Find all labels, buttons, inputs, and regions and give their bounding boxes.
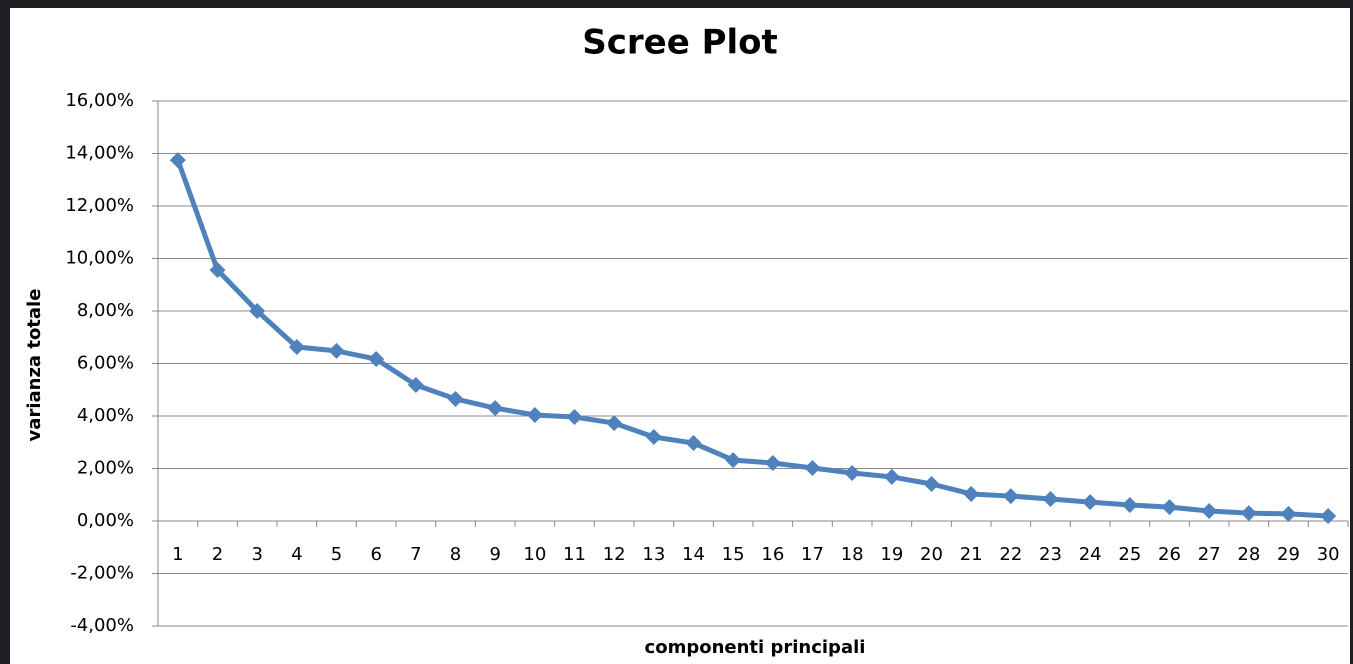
x-tick-label: 25 bbox=[1118, 544, 1141, 565]
data-point bbox=[1082, 494, 1099, 511]
y-tick-label: 6,00% bbox=[77, 353, 134, 374]
data-point bbox=[1320, 508, 1337, 525]
data-point bbox=[764, 454, 781, 471]
x-tick-label: 7 bbox=[410, 544, 421, 565]
data-point bbox=[923, 475, 940, 492]
data-point bbox=[288, 338, 305, 355]
y-tick-label: 10,00% bbox=[65, 248, 134, 269]
data-point bbox=[169, 152, 186, 169]
y-tick-label: 12,00% bbox=[65, 195, 134, 216]
x-axis-label: componenti principali bbox=[645, 637, 866, 658]
x-tick-label: 2 bbox=[212, 544, 223, 565]
x-tick-label: 1 bbox=[172, 544, 183, 565]
x-tick-label: 26 bbox=[1158, 544, 1181, 565]
x-tick-label: 28 bbox=[1237, 544, 1260, 565]
data-point bbox=[804, 459, 821, 476]
x-tick-label: 30 bbox=[1317, 544, 1340, 565]
data-point bbox=[883, 468, 900, 485]
data-point bbox=[368, 351, 385, 368]
data-point bbox=[606, 415, 623, 432]
x-tick-label: 22 bbox=[999, 544, 1022, 565]
x-tick-label: 8 bbox=[450, 544, 461, 565]
data-point bbox=[1240, 505, 1257, 522]
data-point bbox=[844, 464, 861, 481]
data-point bbox=[1042, 490, 1059, 507]
data-point bbox=[447, 390, 464, 407]
data-point bbox=[209, 262, 226, 279]
x-tick-label: 18 bbox=[841, 544, 864, 565]
x-tick-label: 4 bbox=[291, 544, 302, 565]
data-point bbox=[1201, 503, 1218, 520]
data-point bbox=[1161, 499, 1178, 516]
x-tick-label: 11 bbox=[563, 544, 586, 565]
data-point bbox=[328, 342, 345, 359]
chart-title: Scree Plot bbox=[582, 23, 778, 63]
data-point bbox=[685, 435, 702, 452]
x-tick-label: 24 bbox=[1079, 544, 1102, 565]
x-tick-label: 13 bbox=[642, 544, 665, 565]
data-point bbox=[526, 406, 543, 423]
x-tick-label: 6 bbox=[370, 544, 381, 565]
y-tick-label: 16,00% bbox=[65, 90, 134, 111]
x-tick-label: 10 bbox=[523, 544, 546, 565]
y-axis-label: varianza totale bbox=[24, 289, 45, 442]
data-point bbox=[249, 303, 266, 319]
data-point bbox=[1002, 488, 1019, 505]
x-tick-label: 5 bbox=[331, 544, 342, 565]
x-tick-label: 27 bbox=[1198, 544, 1221, 565]
data-point bbox=[407, 377, 424, 394]
y-tick-label: 0,00% bbox=[77, 510, 134, 531]
x-tick-label: 3 bbox=[251, 544, 262, 565]
x-tick-label: 19 bbox=[880, 544, 903, 565]
y-tick-label: 8,00% bbox=[77, 300, 134, 321]
y-tick-label: 2,00% bbox=[77, 458, 134, 479]
x-tick-label: 15 bbox=[722, 544, 745, 565]
data-point bbox=[566, 409, 583, 426]
data-point bbox=[725, 452, 742, 469]
x-tick-label: 17 bbox=[801, 544, 824, 565]
x-tick-label: 12 bbox=[603, 544, 626, 565]
data-point bbox=[487, 400, 504, 417]
y-tick-label: 4,00% bbox=[77, 405, 134, 426]
data-point bbox=[1280, 505, 1297, 522]
x-tick-label: 21 bbox=[960, 544, 983, 565]
x-tick-label: 20 bbox=[920, 544, 943, 565]
x-tick-label: 16 bbox=[761, 544, 784, 565]
chart-background bbox=[10, 8, 1350, 664]
data-point bbox=[1121, 496, 1138, 513]
x-tick-label: 14 bbox=[682, 544, 705, 565]
x-tick-label: 9 bbox=[489, 544, 500, 565]
y-tick-label: 14,00% bbox=[65, 143, 134, 164]
x-tick-label: 29 bbox=[1277, 544, 1300, 565]
data-point bbox=[645, 429, 662, 445]
y-tick-label: -2,00% bbox=[70, 563, 134, 584]
y-tick-label: -4,00% bbox=[70, 615, 134, 636]
data-point bbox=[963, 485, 980, 502]
x-tick-label: 23 bbox=[1039, 544, 1062, 565]
